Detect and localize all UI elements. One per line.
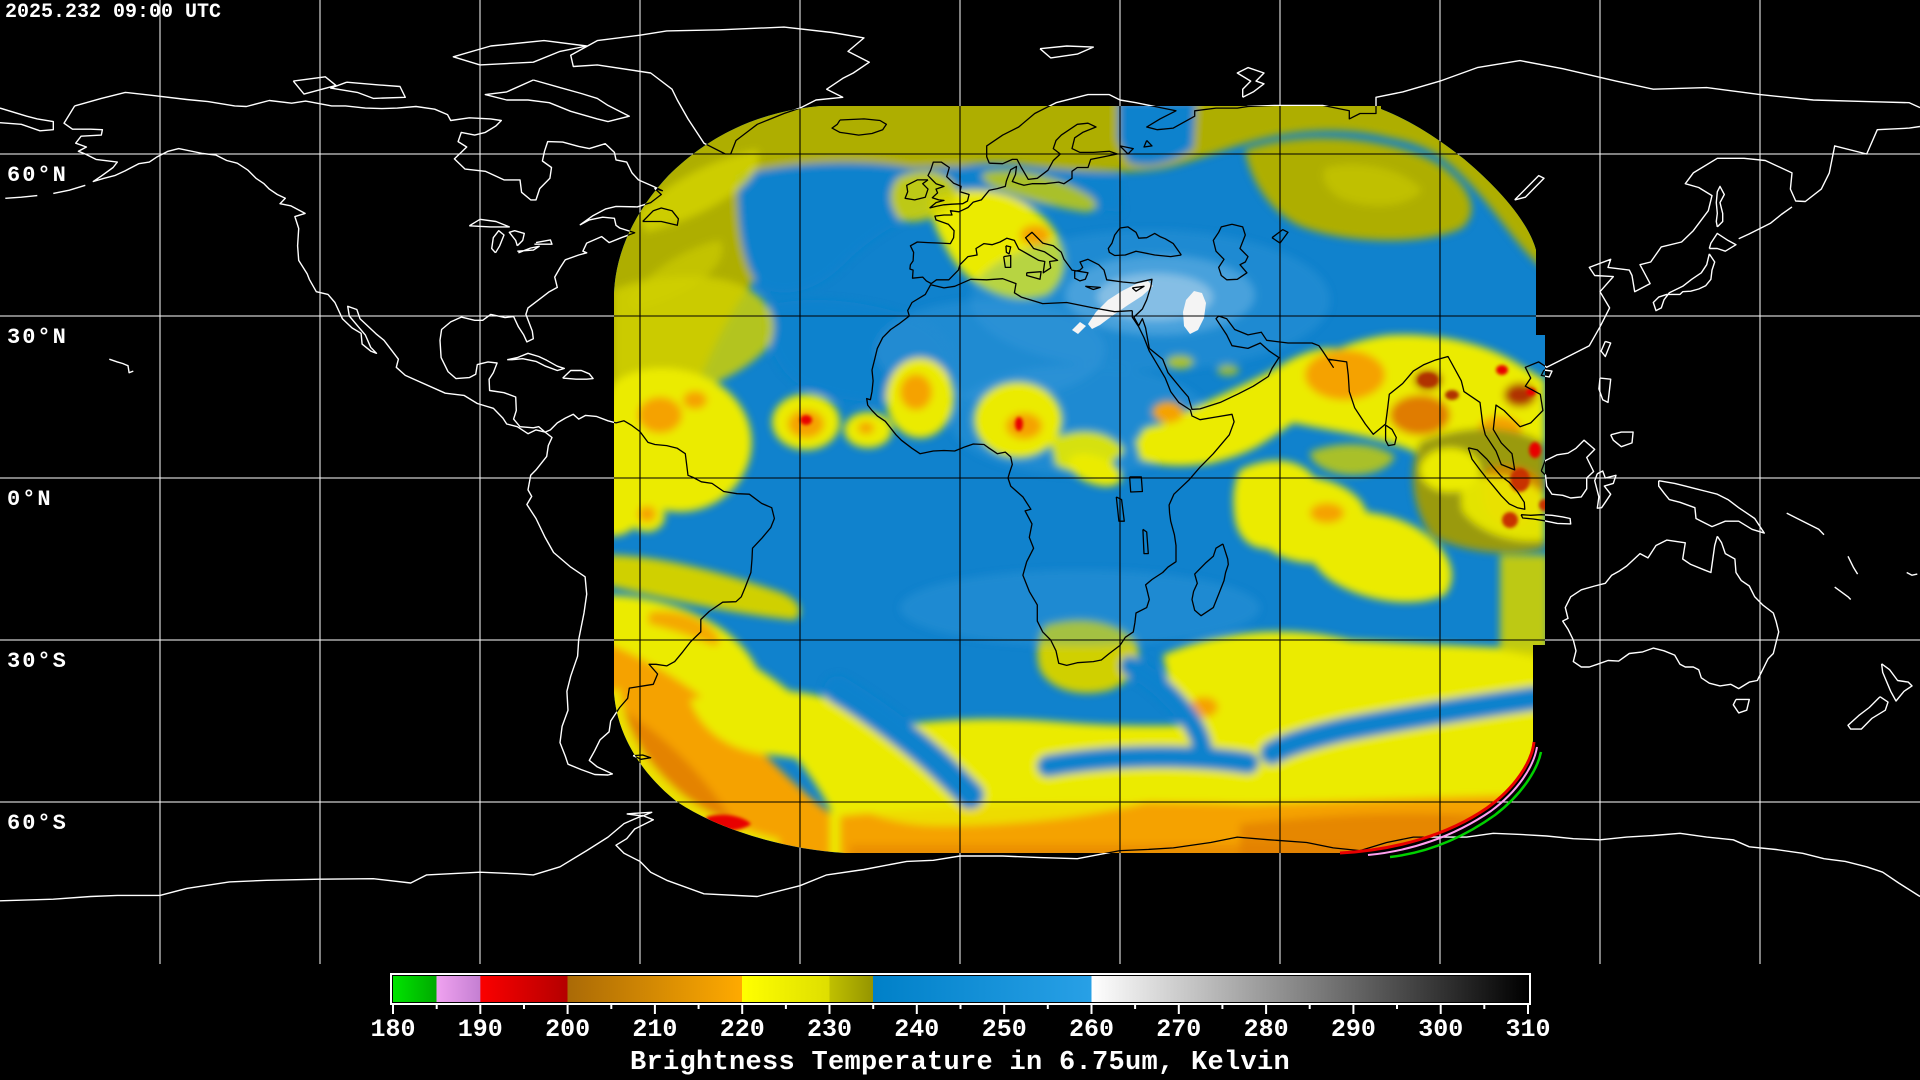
svg-text:200: 200 <box>545 1015 590 1044</box>
svg-text:260: 260 <box>1069 1015 1114 1044</box>
svg-text:210: 210 <box>632 1015 677 1044</box>
svg-text:270: 270 <box>1156 1015 1201 1044</box>
svg-text:30°N: 30°N <box>7 325 68 350</box>
svg-text:Brightness Temperature in 6.75: Brightness Temperature in 6.75um, Kelvin <box>630 1048 1290 1078</box>
svg-text:250: 250 <box>982 1015 1027 1044</box>
svg-text:60°N: 60°N <box>7 163 68 188</box>
svg-text:30°S: 30°S <box>7 649 68 674</box>
svg-text:220: 220 <box>720 1015 765 1044</box>
svg-text:280: 280 <box>1244 1015 1289 1044</box>
svg-text:190: 190 <box>458 1015 503 1044</box>
svg-text:300: 300 <box>1418 1015 1463 1044</box>
svg-text:240: 240 <box>894 1015 939 1044</box>
svg-text:0°N: 0°N <box>7 487 53 512</box>
svg-text:180: 180 <box>370 1015 415 1044</box>
svg-text:310: 310 <box>1505 1015 1550 1044</box>
svg-text:2025.232 09:00 UTC: 2025.232 09:00 UTC <box>5 1 221 24</box>
svg-text:290: 290 <box>1331 1015 1376 1044</box>
svg-text:230: 230 <box>807 1015 852 1044</box>
svg-text:60°S: 60°S <box>7 811 68 836</box>
